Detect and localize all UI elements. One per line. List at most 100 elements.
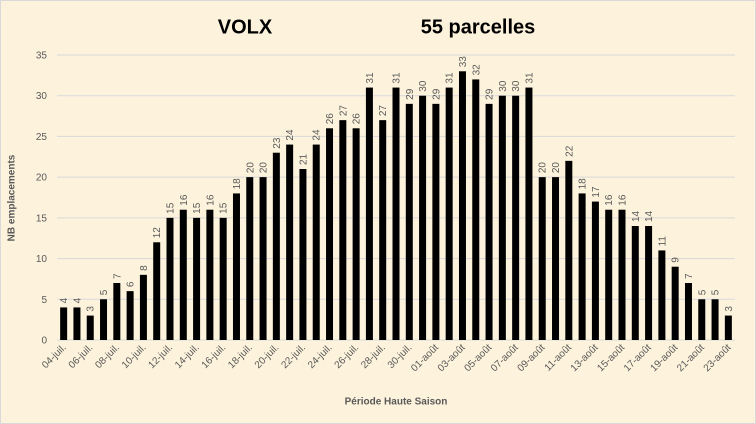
bar — [724, 315, 732, 340]
bar — [591, 201, 599, 340]
data-label: 29 — [405, 88, 416, 100]
bar — [73, 307, 81, 340]
data-label: 16 — [604, 194, 615, 206]
data-label: 31 — [524, 72, 535, 84]
bar — [538, 177, 546, 340]
data-label: 16 — [179, 194, 190, 206]
bar — [525, 87, 533, 340]
bar — [645, 226, 653, 340]
bar — [219, 217, 227, 340]
y-tick-label: 10 — [36, 254, 48, 265]
bar — [605, 209, 613, 340]
y-axis-label: NB emplacements — [7, 154, 18, 241]
y-tick-label: 25 — [36, 132, 48, 143]
data-label: 5 — [697, 289, 708, 295]
bar — [232, 193, 240, 340]
bar — [272, 152, 280, 340]
bar — [153, 242, 161, 340]
bar — [286, 144, 294, 340]
data-label: 29 — [485, 88, 496, 100]
bar — [193, 217, 201, 340]
bar — [246, 177, 254, 340]
data-label: 33 — [458, 56, 469, 68]
bar — [618, 209, 626, 340]
data-label: 18 — [578, 178, 589, 190]
x-axis-label: Période Haute Saison — [345, 397, 448, 408]
bar — [565, 160, 573, 340]
bar — [392, 87, 400, 340]
bar — [485, 103, 493, 340]
y-tick-label: 0 — [41, 336, 47, 347]
data-label: 15 — [192, 202, 203, 214]
data-label: 17 — [591, 186, 602, 198]
data-label: 8 — [139, 265, 150, 271]
data-label: 9 — [671, 257, 682, 263]
data-label: 24 — [285, 129, 296, 141]
data-label: 14 — [631, 210, 642, 222]
chart-title: VOLX — [218, 16, 273, 38]
y-tick-label: 20 — [36, 173, 48, 184]
bar — [552, 177, 560, 340]
data-label: 4 — [72, 297, 83, 303]
data-label: 5 — [99, 289, 110, 295]
bar — [684, 283, 692, 340]
bar — [512, 95, 520, 340]
data-label: 3 — [86, 306, 97, 312]
bar — [711, 299, 719, 340]
bar — [498, 95, 506, 340]
y-tick-label: 35 — [36, 51, 48, 62]
bar — [179, 209, 187, 340]
bar — [458, 71, 466, 341]
bar — [698, 299, 706, 340]
data-label: 30 — [418, 80, 429, 92]
bar — [339, 120, 347, 341]
data-label: 3 — [724, 306, 735, 312]
bar — [259, 177, 267, 340]
data-label: 14 — [644, 210, 655, 222]
bar — [405, 103, 413, 340]
data-label: 32 — [471, 64, 482, 76]
data-label: 4 — [59, 297, 70, 303]
bar — [352, 128, 360, 340]
bar — [379, 120, 387, 341]
data-label: 21 — [298, 153, 309, 165]
data-label: 15 — [219, 202, 230, 214]
y-tick-label: 15 — [36, 213, 48, 224]
data-label: 16 — [618, 194, 629, 206]
data-label: 18 — [232, 178, 243, 190]
data-label: 20 — [551, 162, 562, 174]
y-tick-label: 30 — [36, 91, 48, 102]
y-tick-label: 5 — [41, 295, 47, 306]
data-label: 7 — [684, 273, 695, 279]
bar — [86, 315, 94, 340]
data-label: 27 — [338, 105, 349, 117]
data-label: 26 — [352, 113, 363, 125]
bar — [139, 274, 147, 340]
bar — [445, 87, 453, 340]
bar — [166, 217, 174, 340]
data-label: 27 — [378, 105, 389, 117]
bar — [419, 95, 427, 340]
bar — [631, 226, 639, 340]
bar — [658, 250, 666, 340]
bar — [60, 307, 68, 340]
data-label: 20 — [245, 162, 256, 174]
bar — [312, 144, 320, 340]
data-label: 31 — [365, 72, 376, 84]
data-label: 20 — [538, 162, 549, 174]
bar — [472, 79, 480, 340]
data-label: 20 — [259, 162, 270, 174]
data-label: 30 — [511, 80, 522, 92]
data-label: 12 — [152, 227, 163, 239]
bar — [578, 193, 586, 340]
data-label: 29 — [431, 88, 442, 100]
data-label: 6 — [126, 281, 137, 287]
data-label: 15 — [166, 202, 177, 214]
data-label: 11 — [657, 236, 668, 247]
data-label: 7 — [112, 273, 123, 279]
bar — [671, 266, 679, 340]
data-label: 30 — [498, 80, 509, 92]
data-label: 23 — [272, 137, 283, 149]
